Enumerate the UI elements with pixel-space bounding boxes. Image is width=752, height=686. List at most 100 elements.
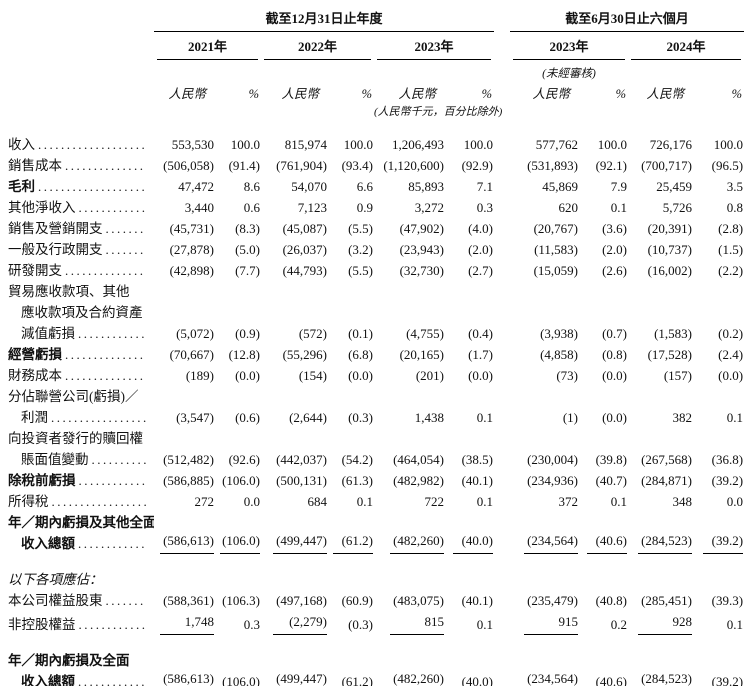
currency-label: 人民幣 (398, 87, 436, 101)
table-row: 所得稅 272 0.0 684 0.1 722 0.1 372 0.1 348 0.0 (8, 491, 744, 512)
dot-leader (51, 407, 146, 428)
amount-cell: (47,902) (399, 221, 444, 236)
percent-cell: (0.3) (348, 410, 373, 425)
amount-cell: 272 (194, 494, 215, 509)
row-label: 年／期內虧損及其他全面 收入總額 (8, 512, 154, 558)
amount-cell: (73) (556, 368, 579, 383)
percent-cell: (0.1) (348, 326, 373, 341)
amount-cell: (235,479) (527, 593, 579, 608)
percent-cell: 0.3 (476, 200, 494, 215)
dot-leader (106, 218, 147, 239)
dot-leader (78, 533, 146, 554)
amount-cell: 348 (672, 494, 693, 509)
row-label: 向投資者發行的贖回權 賬面值變動 (8, 428, 154, 470)
amount-cell: (157) (663, 368, 693, 383)
amount-cell: (586,885) (163, 473, 214, 488)
row-label: 本公司權益股東 (8, 590, 154, 611)
amount-cell: 553,530 (171, 137, 214, 152)
row-label: 其他淨收入 (8, 197, 154, 218)
financial-statements-table: 截至12月31日止年度 截至6月30日止六個月 2021年 2022年 2023… (8, 6, 745, 686)
amount-cell: (284,523) (628, 639, 692, 686)
amount-cell: (499,447) (261, 639, 327, 686)
percent-cell: (61.3) (341, 473, 373, 488)
amount-cell: (482,260) (374, 639, 444, 686)
currency-label: 人民幣 (281, 87, 319, 101)
period-annual-title: 截至12月31日止年度 (265, 11, 383, 26)
percent-cell: (3.6) (602, 221, 628, 236)
year-2023-label: 2023年 (377, 35, 492, 60)
amount-cell: (700,717) (641, 158, 693, 173)
amount-cell: (23,943) (399, 242, 444, 257)
amount-cell (154, 558, 214, 590)
row-label: 毛利 (8, 176, 154, 197)
row-label: 分佔聯營公司(虧損)／ 利潤 (8, 386, 154, 428)
percent-label: % (615, 87, 627, 101)
amount-cell: (1,583) (654, 326, 693, 341)
amount-cell: (497,168) (276, 593, 327, 608)
amount-cell: (26,037) (282, 242, 327, 257)
percent-cell: 0.1 (476, 410, 494, 425)
amount-cell: 3,272 (414, 200, 444, 215)
dot-leader (79, 197, 147, 218)
row-label: 財務成本 (8, 365, 154, 386)
percent-cell: (0.7) (602, 326, 628, 341)
row-label: 所得稅 (8, 491, 154, 512)
dot-leader (65, 344, 146, 365)
amount-cell: (16,002) (647, 263, 693, 278)
amount-cell: (588,361) (163, 593, 214, 608)
amount-cell: 915 (510, 611, 579, 639)
amount-cell: (32,730) (399, 263, 444, 278)
amount-cell: (499,447) (261, 512, 327, 558)
table-row: 年／期內虧損及其他全面收入總額(586,613)(106.0)(499,447)… (8, 512, 744, 558)
row-label: 研發開支 (8, 260, 154, 281)
amount-cell (510, 558, 578, 590)
percent-cell: (40.1) (461, 593, 494, 608)
percent-cell: (0.0) (468, 368, 494, 383)
percent-cell: (40.1) (461, 473, 494, 488)
amount-cell: (234,564) (510, 639, 578, 686)
period-interim-title: 截至6月30日止六個月 (565, 11, 689, 26)
amount-cell: (442,037) (276, 452, 327, 467)
amount-cell: (464,054) (393, 452, 444, 467)
percent-label: % (731, 87, 743, 101)
percent-cell: 0.1 (356, 494, 373, 509)
percent-cell: 100.0 (463, 137, 494, 152)
percent-cell: 6.6 (356, 179, 373, 194)
percent-cell: (92.6) (228, 452, 260, 467)
amount-cell: (154) (298, 368, 327, 383)
amount-cell: (2,279) (261, 611, 327, 639)
percent-cell: 0.3 (243, 617, 260, 632)
amount-cell: (20,767) (533, 221, 579, 236)
amount-cell: 45,869 (542, 179, 579, 194)
percent-cell: (1.5) (718, 242, 744, 257)
unaudited-note: (未經審核) (542, 68, 596, 80)
percent-cell (214, 558, 261, 590)
percent-cell: (91.4) (228, 158, 260, 173)
percent-cell: (2.0) (468, 242, 494, 257)
amount-cell: 726,176 (649, 137, 693, 152)
amount-cell: (483,075) (393, 593, 444, 608)
percent-cell: 7.1 (476, 179, 494, 194)
percent-cell: (0.0) (718, 368, 744, 383)
table-row: 一般及行政開支 (27,878) (5.0) (26,037) (3.2) (23,943… (8, 239, 744, 260)
percent-cell: (54.2) (341, 452, 373, 467)
amount-cell: (234,936) (527, 473, 579, 488)
amount-cell: (572) (298, 326, 327, 341)
percent-cell: (106.0) (214, 512, 261, 558)
amount-cell: (267,568) (641, 452, 693, 467)
amount-cell: (500,131) (276, 473, 327, 488)
percent-cell: 0.2 (610, 617, 628, 632)
amount-cell: (189) (185, 368, 214, 383)
dot-leader (65, 365, 146, 386)
amount-cell: (234,564) (510, 512, 579, 558)
percent-cell: (8.3) (235, 221, 260, 236)
percent-cell: (61.2) (327, 512, 374, 558)
amount-cell: 47,472 (178, 179, 214, 194)
percent-cell: (3.2) (348, 242, 373, 257)
amount-cell: (15,059) (533, 263, 579, 278)
amount-cell: (20,391) (647, 221, 693, 236)
dot-leader (78, 323, 146, 344)
percent-cell: (106.0) (222, 674, 260, 686)
amount-cell: (586,613) (154, 512, 214, 558)
